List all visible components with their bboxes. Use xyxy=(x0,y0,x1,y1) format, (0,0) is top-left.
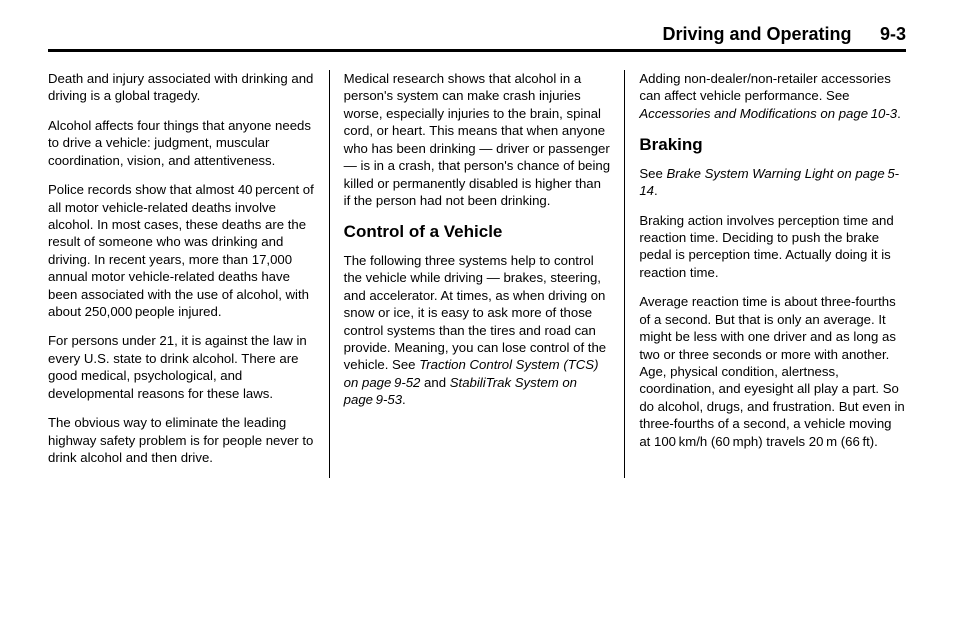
body-paragraph: Average reaction time is about three-fou… xyxy=(639,293,906,450)
body-paragraph: See Brake System Warning Light on page 5… xyxy=(639,165,906,200)
page: Driving and Operating 9-3 Death and inju… xyxy=(0,0,954,502)
section-heading-braking: Braking xyxy=(639,134,906,156)
text-run: The following three systems help to cont… xyxy=(344,253,606,373)
body-paragraph: Medical research shows that alcohol in a… xyxy=(344,70,611,209)
body-paragraph: The following three systems help to cont… xyxy=(344,252,611,409)
text-run: See xyxy=(639,166,666,181)
text-run: . xyxy=(654,183,658,198)
text-run: . xyxy=(897,106,901,121)
text-run: . xyxy=(402,392,406,407)
column-3: Adding non-dealer/non-retailer accessori… xyxy=(625,70,906,478)
header-title: Driving and Operating xyxy=(663,24,852,44)
column-1: Death and injury associated with drinkin… xyxy=(48,70,329,478)
cross-reference: Brake System Warning Light on page 5-14 xyxy=(639,166,899,198)
body-paragraph: For persons under 21, it is against the … xyxy=(48,332,315,402)
body-paragraph: Braking action involves perception time … xyxy=(639,212,906,282)
column-2: Medical research shows that alcohol in a… xyxy=(329,70,626,478)
page-header: Driving and Operating 9-3 xyxy=(48,24,906,52)
body-paragraph: The obvious way to eliminate the leading… xyxy=(48,414,315,466)
header-page-number: 9-3 xyxy=(880,24,906,44)
body-paragraph: Adding non-dealer/non-retailer accessori… xyxy=(639,70,906,122)
body-paragraph: Police records show that almost 40 perce… xyxy=(48,181,315,320)
cross-reference: Accessories and Modifications on page 10… xyxy=(639,106,897,121)
section-heading-control: Control of a Vehicle xyxy=(344,221,611,243)
content-columns: Death and injury associated with drinkin… xyxy=(48,70,906,478)
body-paragraph: Death and injury associated with drinkin… xyxy=(48,70,315,105)
body-paragraph: Alcohol affects four things that anyone … xyxy=(48,117,315,169)
text-run: Adding non-dealer/non-retailer accessori… xyxy=(639,71,890,103)
text-run: and xyxy=(420,375,449,390)
